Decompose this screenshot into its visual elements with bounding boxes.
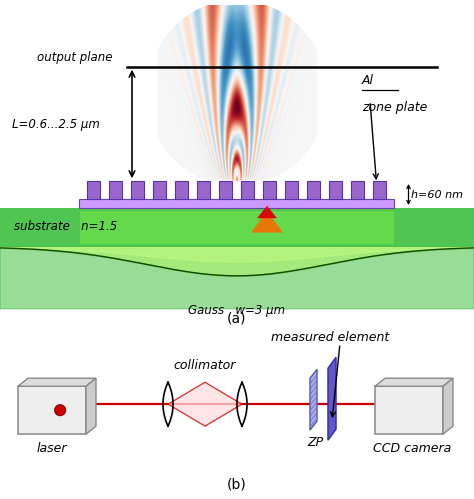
- Bar: [285, 181, 299, 199]
- Bar: [329, 181, 343, 199]
- Text: Al: Al: [362, 74, 374, 87]
- Text: CCD camera: CCD camera: [373, 442, 451, 455]
- Bar: [80, 211, 394, 244]
- Polygon shape: [443, 378, 453, 434]
- Bar: [88, 181, 100, 199]
- Text: (b): (b): [227, 477, 247, 491]
- Text: h=60 nm: h=60 nm: [411, 190, 464, 200]
- Polygon shape: [86, 378, 96, 434]
- Bar: [198, 181, 210, 199]
- Text: substrate   n=1.5: substrate n=1.5: [14, 220, 117, 233]
- Circle shape: [55, 405, 66, 416]
- Polygon shape: [375, 378, 453, 386]
- Bar: [18, 386, 86, 434]
- Text: (a): (a): [227, 311, 247, 325]
- Text: zone plate: zone plate: [362, 101, 428, 114]
- Bar: [131, 181, 145, 199]
- Bar: [175, 181, 189, 199]
- Bar: [109, 181, 122, 199]
- Text: L=0.6...2.5 μm: L=0.6...2.5 μm: [12, 118, 100, 131]
- Bar: [352, 181, 365, 199]
- Polygon shape: [251, 211, 283, 233]
- Bar: [375, 386, 443, 434]
- Bar: [241, 181, 255, 199]
- Text: laser: laser: [37, 442, 67, 455]
- Bar: [154, 181, 166, 199]
- Bar: [219, 181, 233, 199]
- Polygon shape: [18, 378, 96, 386]
- Text: measured element: measured element: [271, 331, 389, 344]
- Polygon shape: [328, 357, 336, 440]
- Text: Gauss   w=3 μm: Gauss w=3 μm: [189, 304, 285, 317]
- Polygon shape: [168, 382, 242, 426]
- Bar: [308, 181, 320, 199]
- Bar: [264, 181, 276, 199]
- Bar: [80, 199, 394, 208]
- Text: collimator: collimator: [174, 359, 236, 372]
- Bar: [0, 208, 474, 247]
- Polygon shape: [0, 248, 474, 309]
- Text: ZP: ZP: [308, 436, 324, 449]
- Bar: [374, 181, 386, 199]
- Polygon shape: [310, 369, 317, 430]
- Polygon shape: [257, 206, 277, 218]
- Text: output plane: output plane: [37, 51, 112, 64]
